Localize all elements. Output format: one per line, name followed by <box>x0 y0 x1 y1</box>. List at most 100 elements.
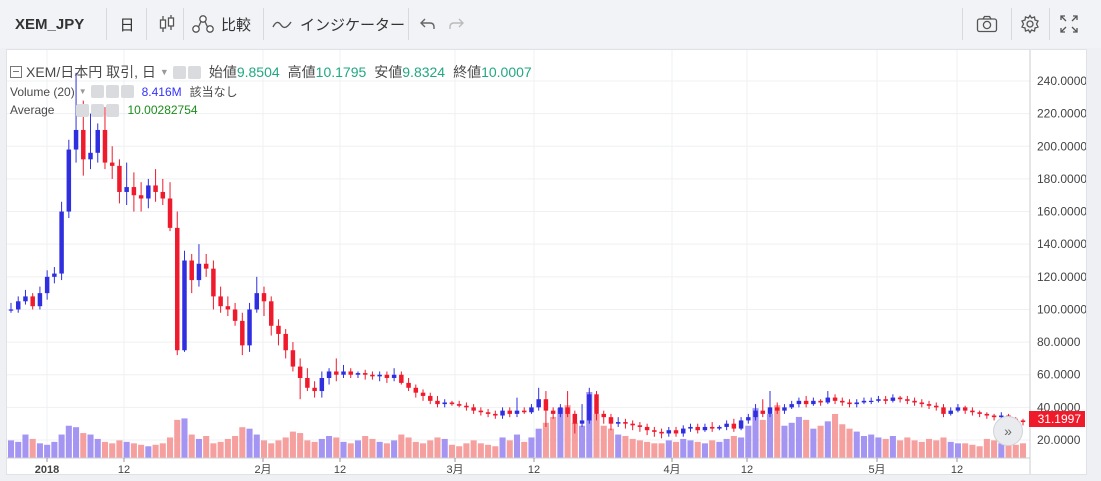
candle-body <box>1020 420 1026 423</box>
volume-bar <box>58 434 65 458</box>
time-axis[interactable]: 2018 12 2月 12 3月 12 4月 12 5月 12 <box>35 458 963 475</box>
volume-bar <box>622 436 629 458</box>
candle-body <box>399 374 404 383</box>
collapse-icon[interactable] <box>10 66 22 78</box>
high-value: 10.1795 <box>315 64 367 80</box>
candle-style-icon[interactable] <box>154 7 180 41</box>
volume-bar <box>672 441 680 458</box>
volume-bar <box>1019 443 1027 458</box>
candle-body <box>391 374 397 378</box>
eye-icon[interactable] <box>76 103 90 117</box>
time-tick-label: 12 <box>334 464 346 475</box>
candle-body <box>615 422 621 424</box>
volume-bar <box>629 438 636 458</box>
chart-panel[interactable]: 240.0000 220.0000 200.0000 180.0000 160.0000… <box>6 49 1087 475</box>
candle-body <box>377 374 382 377</box>
series-title: XEM/日本円 取引, 日 <box>26 64 156 80</box>
redo-icon[interactable] <box>445 7 467 41</box>
candle-body <box>435 400 440 405</box>
volume-bar <box>7 440 15 458</box>
candle-body <box>232 309 238 321</box>
settings-icon[interactable] <box>91 103 105 117</box>
price-tick-label: 160.0000 <box>1037 205 1087 219</box>
settings-icon[interactable] <box>187 65 201 79</box>
candle-body <box>290 350 296 367</box>
price-axis[interactable]: 240.0000 220.0000 200.0000 180.0000 160.0000… <box>1037 74 1087 447</box>
volume-bar <box>709 440 716 458</box>
symbol-selector[interactable]: XEM_JPY <box>15 15 85 33</box>
dropdown-icon[interactable]: ▼ <box>78 87 87 96</box>
fullscreen-icon[interactable] <box>1057 7 1081 41</box>
volume-title: Volume (20) <box>10 84 75 99</box>
indicators-button[interactable]: インジケーター <box>272 7 405 41</box>
settings-icon[interactable] <box>105 85 119 98</box>
candle-body <box>370 374 375 377</box>
dropdown-icon[interactable]: ▼ <box>159 67 169 77</box>
close-icon[interactable] <box>120 85 134 98</box>
volume-bar <box>419 443 427 458</box>
volume-legend: Volume (20) ▼ 8.416M 該当なし <box>10 83 238 100</box>
candle-body <box>478 410 484 413</box>
price-tick-label: 60.0000 <box>1037 368 1081 382</box>
undo-icon[interactable] <box>417 7 439 41</box>
time-tick-label: 12 <box>118 464 130 475</box>
volume-bar <box>275 440 282 458</box>
candle-body <box>811 400 816 405</box>
compare-label: 比較 <box>221 16 252 34</box>
volume-bar <box>868 434 875 458</box>
volume-bar <box>586 392 593 458</box>
candle-body <box>789 404 794 408</box>
volume-bar <box>795 416 802 458</box>
volume-bar <box>694 441 701 458</box>
candle-body <box>146 185 151 199</box>
volume-bar <box>521 441 528 458</box>
candle-body <box>753 410 758 418</box>
close-icon[interactable] <box>106 103 120 117</box>
time-tick-label: 12 <box>741 464 753 475</box>
volume-bar <box>1005 441 1012 458</box>
candle-body <box>868 400 874 403</box>
eye-icon[interactable] <box>90 85 104 98</box>
volume-bar <box>542 422 549 458</box>
volume-bar <box>651 443 658 458</box>
volume-bar <box>600 425 607 458</box>
volume-bar <box>174 419 181 458</box>
volume-bar <box>846 428 853 458</box>
toolbar-divider <box>263 8 264 40</box>
compare-button[interactable]: 比較 <box>191 7 251 41</box>
candle-body <box>550 410 556 414</box>
volume-bar <box>253 434 260 458</box>
candle-body <box>991 415 997 418</box>
open-label: 始値 <box>208 64 237 80</box>
volume-bar <box>998 443 1005 458</box>
volume-bar <box>882 438 889 458</box>
camera-icon[interactable] <box>973 7 1001 41</box>
candle-body <box>912 400 917 403</box>
toolbar-divider <box>106 8 107 40</box>
volume-bar <box>889 436 896 458</box>
price-chart[interactable]: 240.0000 220.0000 200.0000 180.0000 160.0000… <box>7 50 1087 475</box>
volume-extra: 該当なし <box>189 85 238 99</box>
volume-bar <box>933 440 940 458</box>
scroll-to-realtime-button[interactable]: » <box>993 416 1023 446</box>
volume-bar <box>752 408 759 458</box>
volume-bar <box>788 422 795 458</box>
last-price-tag: 31.1997 <box>1029 411 1085 427</box>
candle-body <box>507 410 513 414</box>
toolbar-divider <box>1049 8 1050 40</box>
candle-body <box>941 407 946 414</box>
candle-body <box>630 423 635 426</box>
volume-bar <box>528 437 535 458</box>
interval-selector[interactable]: 日 <box>119 16 135 34</box>
settings-gear-icon[interactable] <box>1018 7 1042 41</box>
volume-bar <box>463 443 470 458</box>
candle-body <box>565 407 570 414</box>
volume-bar <box>44 444 51 458</box>
candle-body <box>962 407 968 411</box>
eye-icon[interactable] <box>172 65 186 79</box>
candle-body <box>840 400 845 403</box>
volume-bar <box>398 434 405 458</box>
volume-bar <box>904 437 911 458</box>
volume-bar <box>636 440 643 458</box>
candle-body <box>406 382 411 388</box>
